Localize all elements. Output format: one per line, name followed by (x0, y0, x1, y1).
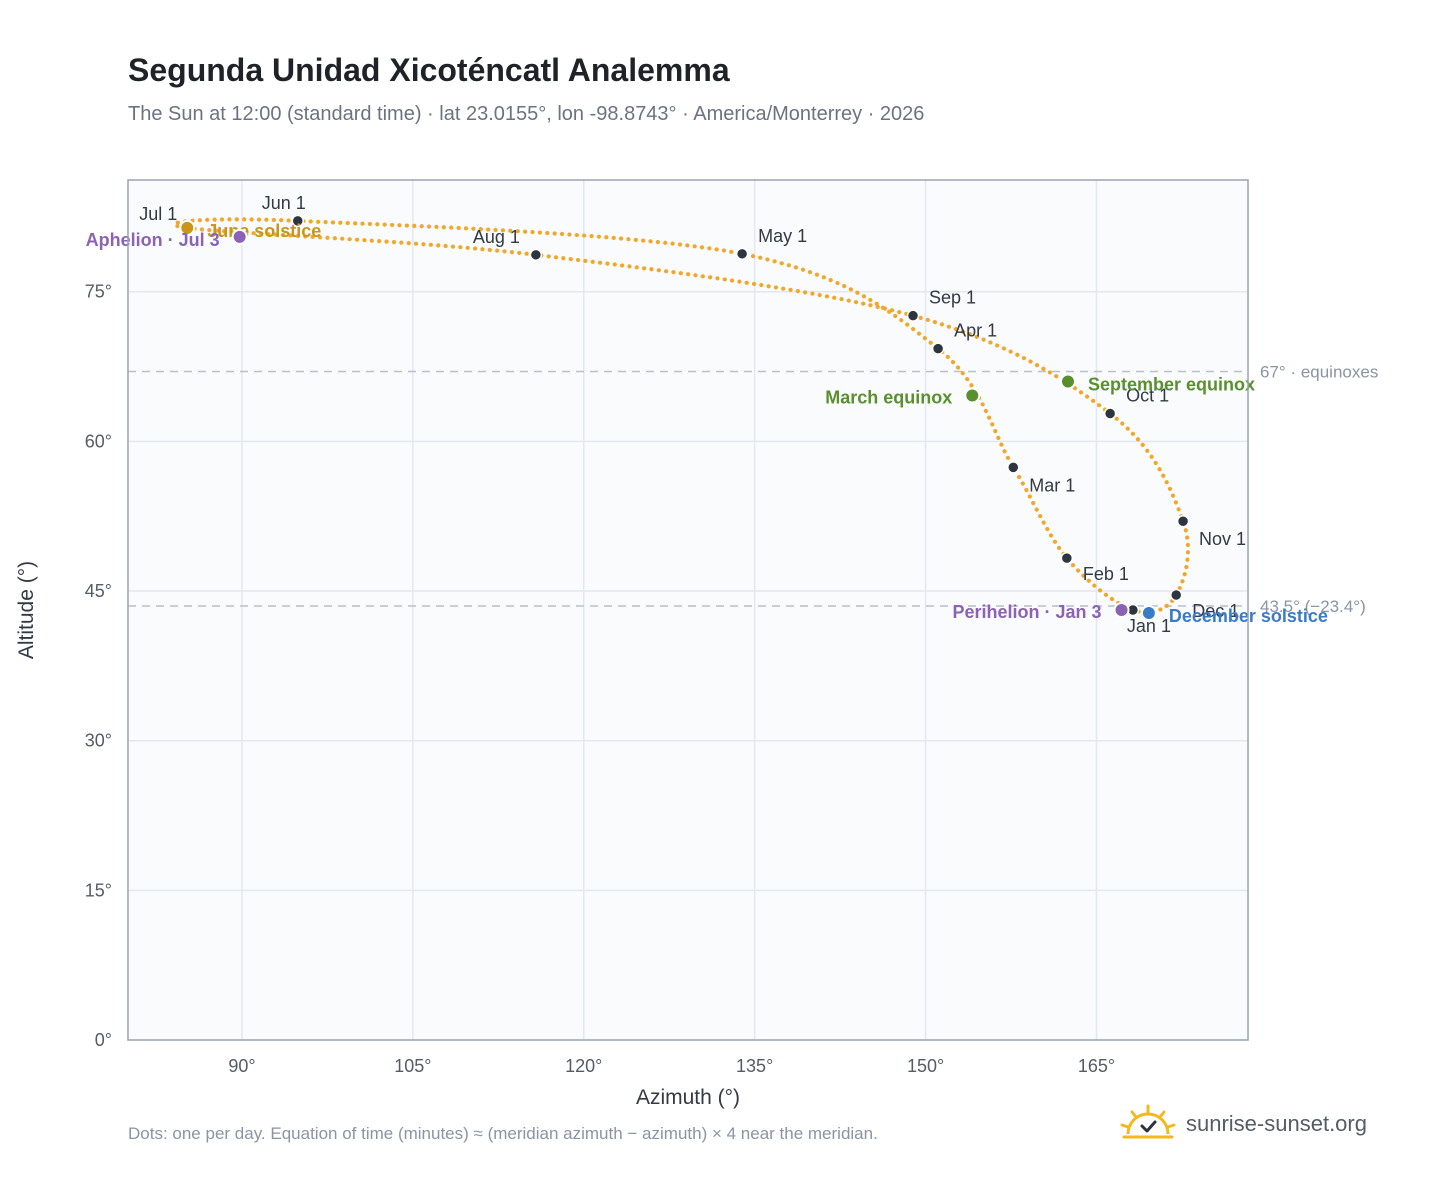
month-label: Dec 1 (1192, 601, 1239, 621)
sun-logo-icon (1120, 1104, 1176, 1139)
page-subtitle: The Sun at 12:00 (standard time) · lat 2… (128, 103, 925, 125)
event-marker (1140, 604, 1157, 621)
event-marker (1113, 602, 1130, 618)
footnote: Dots: one per day. Equation of time (min… (128, 1124, 878, 1143)
month-label: Jan 1 (1127, 616, 1171, 636)
month-label: Aug 1 (473, 227, 520, 247)
x-tick-label: 150° (907, 1056, 944, 1076)
month-marker (1176, 514, 1190, 528)
y-tick-label: 15° (85, 880, 112, 900)
brand-link[interactable]: sunrise-sunset.org (1120, 1102, 1367, 1146)
x-tick-label: 120° (565, 1056, 602, 1076)
month-markers: Jan 1 Feb 1 Mar 1 Apr 1 May 1 Jun 1 Jul 1 Aug 1… (139, 193, 1246, 636)
page-title: Segunda Unidad Xicoténcatl Analemma (128, 52, 730, 88)
month-marker (291, 214, 305, 228)
plot-background (128, 180, 1248, 1040)
month-marker (1007, 461, 1020, 474)
event-label: September equinox (1088, 375, 1255, 395)
y-tick-label: 0° (95, 1030, 112, 1050)
y-tick-label: 30° (85, 731, 112, 751)
x-axis-title: Azimuth (°) (636, 1086, 740, 1109)
month-marker (529, 248, 543, 262)
month-marker (931, 342, 945, 355)
event-marker (1059, 373, 1076, 390)
brand-name[interactable]: sunrise-sunset.org (1186, 1111, 1367, 1136)
month-marker (735, 247, 749, 261)
month-label: Nov 1 (1199, 529, 1246, 549)
y-axis-title: Altitude (°) (15, 561, 38, 659)
month-label: Jun 1 (262, 193, 306, 213)
event-label: Perihelion · Jan 3 (952, 602, 1101, 622)
event-marker (964, 387, 981, 404)
plot-frame (127, 179, 1249, 1041)
event-label: Aphelion · Jul 3 (86, 230, 220, 250)
event-marker (231, 228, 248, 245)
month-marker (906, 309, 920, 322)
month-marker (1060, 551, 1074, 565)
month-label: Oct 1 (1126, 385, 1169, 405)
month-label: Sep 1 (929, 288, 976, 308)
y-tick-label: 45° (85, 581, 112, 601)
reference-lines: 67° · equinoxes 43.5° (−23.4°) (128, 363, 1378, 616)
month-marker (1103, 407, 1117, 420)
x-tick-label: 105° (394, 1056, 431, 1076)
y-tick-label: 75° (85, 282, 112, 302)
month-marker (1169, 588, 1183, 602)
month-label: Apr 1 (954, 321, 997, 341)
event-label: March equinox (825, 387, 952, 407)
event-label: June solstice (207, 221, 321, 241)
reference-line-label: 67° · equinoxes (1260, 363, 1378, 382)
reference-line-label: 43.5° (−23.4°) (1260, 597, 1366, 616)
x-tick-label: 135° (736, 1056, 773, 1076)
y-tick-label: 60° (85, 431, 112, 451)
month-label: Mar 1 (1029, 475, 1075, 495)
event-marker (179, 219, 196, 236)
month-label: May 1 (758, 226, 807, 246)
x-tick-label: 90° (228, 1056, 255, 1076)
month-label: Feb 1 (1083, 564, 1129, 584)
axis-ticks: 90° 105° 120° 135° 150° 165° 0° 15° 30° 45° 60° 75° (85, 282, 1115, 1076)
month-label: Jul 1 (139, 204, 177, 224)
x-tick-label: 165° (1078, 1056, 1115, 1076)
